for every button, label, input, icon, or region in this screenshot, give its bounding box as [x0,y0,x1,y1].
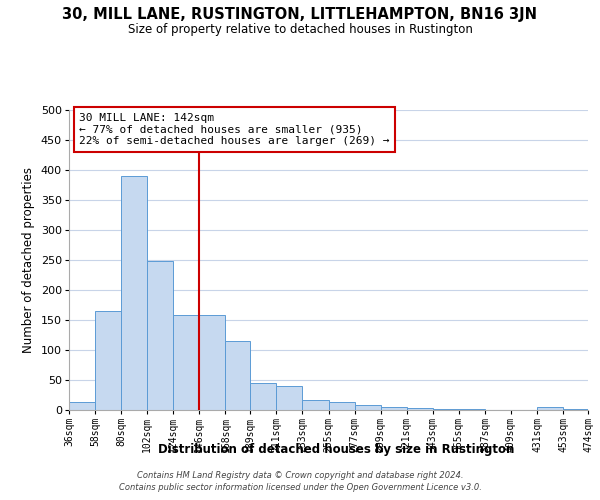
Bar [563,409,588,410]
Text: 30, MILL LANE, RUSTINGTON, LITTLEHAMPTON, BN16 3JN: 30, MILL LANE, RUSTINGTON, LITTLEHAMPTON… [62,8,538,22]
Bar [355,404,380,410]
Bar [121,176,147,410]
Bar [277,386,302,410]
Bar [147,261,173,410]
Bar [380,407,407,410]
Bar [302,400,329,410]
Text: 30 MILL LANE: 142sqm
← 77% of detached houses are smaller (935)
22% of semi-deta: 30 MILL LANE: 142sqm ← 77% of detached h… [79,113,390,146]
Bar [588,408,600,410]
Bar [537,407,563,410]
Text: Distribution of detached houses by size in Rustington: Distribution of detached houses by size … [158,442,514,456]
Y-axis label: Number of detached properties: Number of detached properties [22,167,35,353]
Bar [226,341,250,410]
Bar [329,402,355,410]
Bar [69,402,95,410]
Bar [173,315,199,410]
Bar [433,409,459,410]
Bar [407,408,433,410]
Text: Size of property relative to detached houses in Rustington: Size of property relative to detached ho… [128,22,472,36]
Bar [250,383,277,410]
Text: Contains HM Land Registry data © Crown copyright and database right 2024.
Contai: Contains HM Land Registry data © Crown c… [119,471,481,492]
Bar [95,311,121,410]
Bar [199,315,226,410]
